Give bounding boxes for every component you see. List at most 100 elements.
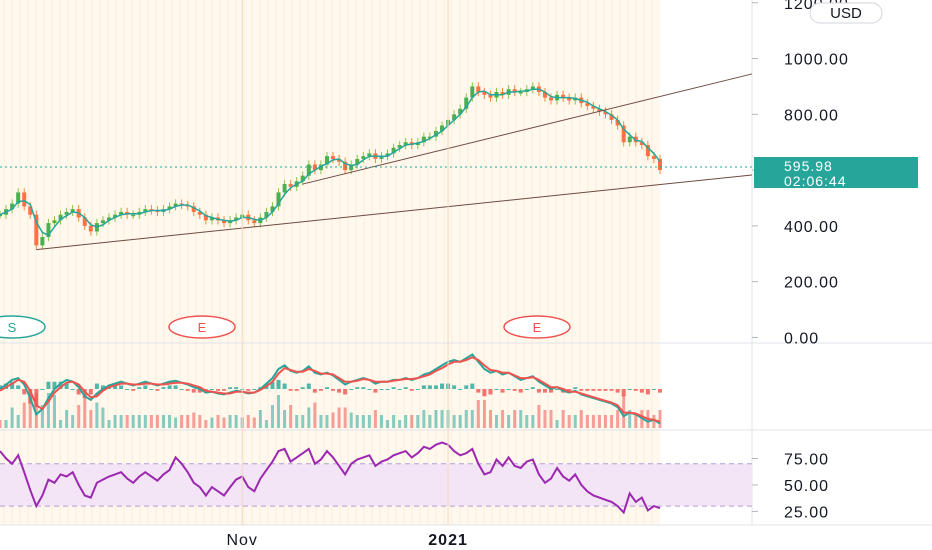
volume-bar	[361, 415, 365, 428]
volume-bar	[404, 415, 408, 428]
volume-bar	[289, 405, 293, 428]
macd-histogram-bar	[222, 389, 227, 391]
rsi-axis-tick-label: 75.00	[784, 451, 829, 468]
macd-histogram-bar	[197, 389, 202, 393]
time-axis[interactable]: Nov 2021	[226, 0, 467, 549]
volume-bar	[10, 407, 14, 428]
rsi-band	[0, 463, 752, 507]
macd-histogram-bar	[40, 389, 45, 390]
price-candle-body	[203, 214, 208, 221]
volume-bar	[628, 410, 632, 428]
price-candle-body	[119, 211, 124, 215]
price-candle-body	[518, 92, 523, 94]
price-candle-body	[155, 210, 160, 213]
volume-bar	[386, 420, 390, 428]
volume-bar	[482, 400, 486, 428]
price-badge-countdown: 02:06:44	[784, 173, 847, 189]
price-candle-body	[40, 237, 45, 246]
volume-bar	[452, 415, 456, 428]
price-moving-average-line	[0, 88, 661, 237]
currency-button-box[interactable]	[809, 2, 883, 24]
macd-histogram-bar	[312, 389, 317, 393]
event-marker-earnings-1-label: E	[198, 320, 207, 335]
volume-bar	[155, 415, 159, 428]
price-candle-body	[306, 164, 311, 176]
event-marker-earnings-1-oval[interactable]	[168, 315, 236, 339]
macd-histogram-bar	[536, 389, 541, 393]
trendline[interactable]	[302, 73, 753, 185]
price-candle-body	[379, 156, 384, 159]
event-marker-earnings-2[interactable]: E	[503, 315, 571, 339]
price-candle-body	[252, 220, 257, 224]
macd-histogram-bar	[645, 389, 650, 395]
price-candle-body	[464, 97, 469, 109]
volume-bar	[313, 402, 317, 428]
macd-histogram-bar	[191, 389, 196, 393]
price-candle-body	[561, 94, 566, 98]
trendline[interactable]	[36, 174, 753, 251]
price-badge-box	[754, 157, 918, 188]
macd-histogram-bar	[228, 387, 233, 389]
rsi-axis[interactable]: 25.00 50.00 75.00	[752, 451, 829, 521]
volume-bar	[113, 415, 117, 428]
volume-bar	[46, 393, 50, 428]
trendlines[interactable]	[36, 73, 753, 251]
macd-histogram-bar	[555, 389, 560, 390]
price-candle-body	[391, 147, 396, 154]
macd-histogram-bar	[125, 389, 130, 390]
volume-bar	[198, 415, 202, 428]
volume-bar	[131, 415, 135, 428]
volume-bar	[658, 410, 662, 428]
macd-histogram-bar	[246, 389, 251, 391]
macd-histogram-bar	[119, 385, 124, 389]
volume-bar	[604, 415, 608, 428]
macd-histogram-bar	[361, 387, 366, 389]
macd-histogram-bar	[433, 385, 438, 389]
macd-histogram-bar	[609, 389, 614, 391]
currency-button[interactable]: USD	[809, 2, 883, 24]
macd-histogram-bar	[482, 389, 487, 397]
volume-bar	[210, 417, 214, 428]
volume-bar	[331, 412, 335, 428]
volume-bar	[591, 415, 595, 428]
event-marker-splits[interactable]: S	[0, 315, 46, 339]
price-axis-tick-label: 400.00	[784, 219, 839, 236]
macd-histogram-bar	[337, 389, 342, 393]
event-marker-earnings-1[interactable]: E	[168, 315, 236, 339]
macd-histogram-bar	[415, 389, 420, 390]
volume-bar	[549, 410, 553, 428]
volume-bar	[416, 415, 420, 428]
macd-histogram-bar	[46, 381, 51, 389]
volume-bar	[95, 402, 99, 428]
macd-histogram-bar	[88, 389, 93, 395]
price-candle-body	[167, 206, 172, 210]
macd-histogram-bar	[379, 389, 384, 390]
volume-bar	[228, 415, 232, 428]
price-candle-body	[10, 203, 15, 210]
event-marker-earnings-2-oval[interactable]	[503, 315, 571, 339]
volume-bar	[379, 415, 383, 428]
price-candle-body	[433, 131, 438, 137]
price-axis-tick-label: 200.00	[784, 275, 839, 292]
macd-histogram-bar	[603, 389, 608, 391]
volume-bar	[125, 415, 129, 428]
volume-bar	[192, 412, 196, 428]
price-candle-body	[597, 108, 602, 112]
time-axis-tick-label: 2021	[428, 532, 468, 549]
macd-histogram-bar	[331, 389, 336, 391]
event-marker-splits-oval[interactable]	[0, 315, 46, 339]
macd-histogram-bar	[427, 385, 432, 389]
price-candle-body	[70, 209, 75, 212]
volume-bar	[277, 395, 281, 428]
macd-histogram-bar	[573, 387, 578, 389]
volume-bar	[610, 415, 614, 428]
session-highlight	[0, 0, 660, 525]
macd-histogram-bar	[155, 389, 160, 391]
volume-bar	[22, 402, 26, 428]
price-candle-body	[113, 214, 118, 218]
volume-bar	[319, 415, 323, 428]
volume-bar	[258, 410, 262, 428]
volume-bar	[89, 410, 93, 428]
price-candle-body	[440, 125, 445, 132]
